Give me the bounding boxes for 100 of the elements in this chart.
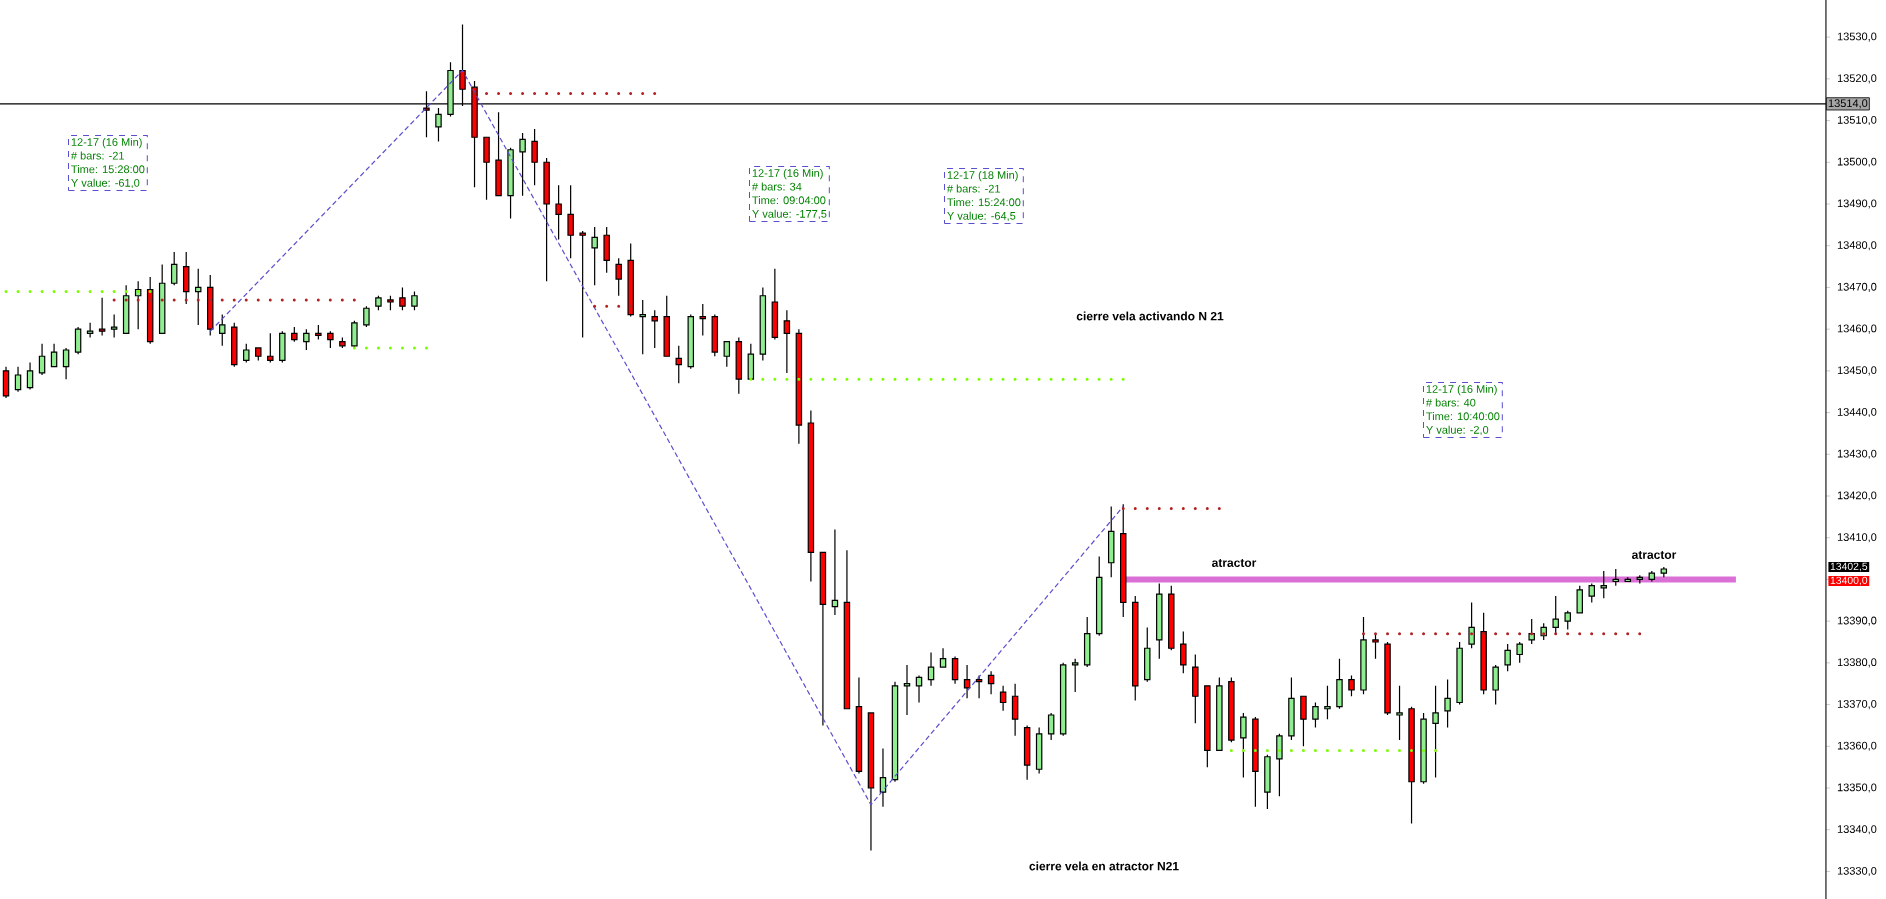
candlestick [1216,676,1223,752]
annotation: Time: 15:28:00 [71,165,145,174]
candlestick [1444,678,1451,729]
annotation: 12-17 (16 Min) [71,137,142,149]
text: 13400,0 [1830,576,1868,586]
candlestick [375,295,382,311]
annotation: 12-17 (18 Min) [947,170,1018,182]
candlestick [399,286,406,311]
y-tick-label: 13500,0 [1837,157,1877,167]
candlestick [1336,658,1343,710]
candlestick [711,313,719,357]
candlestick [927,651,935,687]
candlestick [1252,716,1259,808]
y-tick-label: 13490,0 [1837,199,1877,209]
candlestick [831,528,839,616]
candlestick [1132,595,1139,702]
y-tick-label: 13470,0 [1837,282,1877,292]
y-tick-label: 13520,0 [1837,74,1877,84]
text: 13402,5 [1830,562,1868,572]
y-tick-label: 13390,0 [1837,616,1877,626]
annotation: Time: 15:24:00 [947,198,1021,207]
candlestick [903,664,911,716]
candlestick [723,341,731,368]
candlestick [363,305,370,328]
candlestick [158,263,166,334]
candlestick [351,320,358,349]
annotation: # bars: 40 [1425,398,1476,407]
candlestick [867,712,875,852]
candlestick [122,284,130,334]
candlestick [1204,685,1211,768]
candlestick [327,330,334,349]
candlestick [1516,641,1523,664]
candlestick [1384,641,1391,716]
candlestick [651,309,658,349]
candlestick [74,326,82,355]
candlestick [507,147,514,220]
candlestick [687,313,695,370]
candlestick [98,297,106,336]
candlestick [963,664,971,699]
annotation: atractor [1212,559,1257,567]
y-tick-label: 13460,0 [1837,324,1877,334]
y-tick-label: 13360,0 [1837,741,1877,751]
candlestick [1083,616,1091,668]
candlestick [771,268,779,341]
y-tick-label: 13380,0 [1837,658,1877,668]
y-tick-label: 13330,0 [1837,866,1877,876]
y-tick-label: 13530,0 [1837,32,1877,42]
candlestick [86,322,94,339]
candlestick [1396,685,1403,741]
annotation: Time: 09:04:00 [752,196,826,205]
candlestick [495,111,502,197]
candlestick [555,184,562,241]
annotation: cierre vela en atractor N21 [1029,861,1179,871]
candlestick [987,670,995,695]
candlestick [1095,555,1103,637]
candlestick [219,313,226,347]
candlestick [1600,570,1607,599]
candlestick [1180,630,1187,674]
candlestick [975,674,983,699]
candlestick [1564,610,1571,631]
candlestick [411,290,418,311]
candlestick [1468,601,1475,649]
annotation: Y value: -2,0 [1426,425,1489,436]
candlestick [615,257,622,297]
annotation: 12-17 (16 Min) [752,168,823,180]
y-tick-label: 13440,0 [1837,408,1877,418]
candlestick [591,226,598,286]
y-tick-label: 13340,0 [1837,825,1877,835]
annotation: cierre vela activando N 21 [1076,311,1224,321]
candlestick [807,409,815,583]
annotation: Y value: -61,0 [71,178,140,189]
candlestick [1276,733,1283,797]
y-tick-label: 13350,0 [1837,783,1877,793]
candlestick [891,681,899,783]
candlestick [1168,585,1175,651]
candlestick [1552,595,1559,635]
candlestick [795,328,803,445]
candlestick [483,136,490,201]
candlestick [1107,505,1115,578]
candlestick [1456,641,1463,706]
candlestick [1432,685,1439,779]
candlestick [951,656,959,685]
annotation: Time: 10:40:00 [1426,412,1500,421]
candlestick [1660,566,1668,578]
candlestick [315,324,322,341]
candlestick [855,676,863,775]
candlestick [26,361,34,391]
candlestick [1011,683,1019,737]
candlestick [1420,712,1427,785]
candlestick [1492,664,1499,706]
candlestick [1059,662,1067,737]
ref-line-label: 13514,0 [1828,99,1868,109]
candlestick [1588,583,1595,603]
candlestick [819,551,827,727]
candlestick [2,366,10,399]
candlestick [663,295,670,357]
candlestick [1372,633,1379,660]
candlestick [915,674,923,704]
candlestick [387,295,394,311]
candlestick [1624,576,1632,583]
